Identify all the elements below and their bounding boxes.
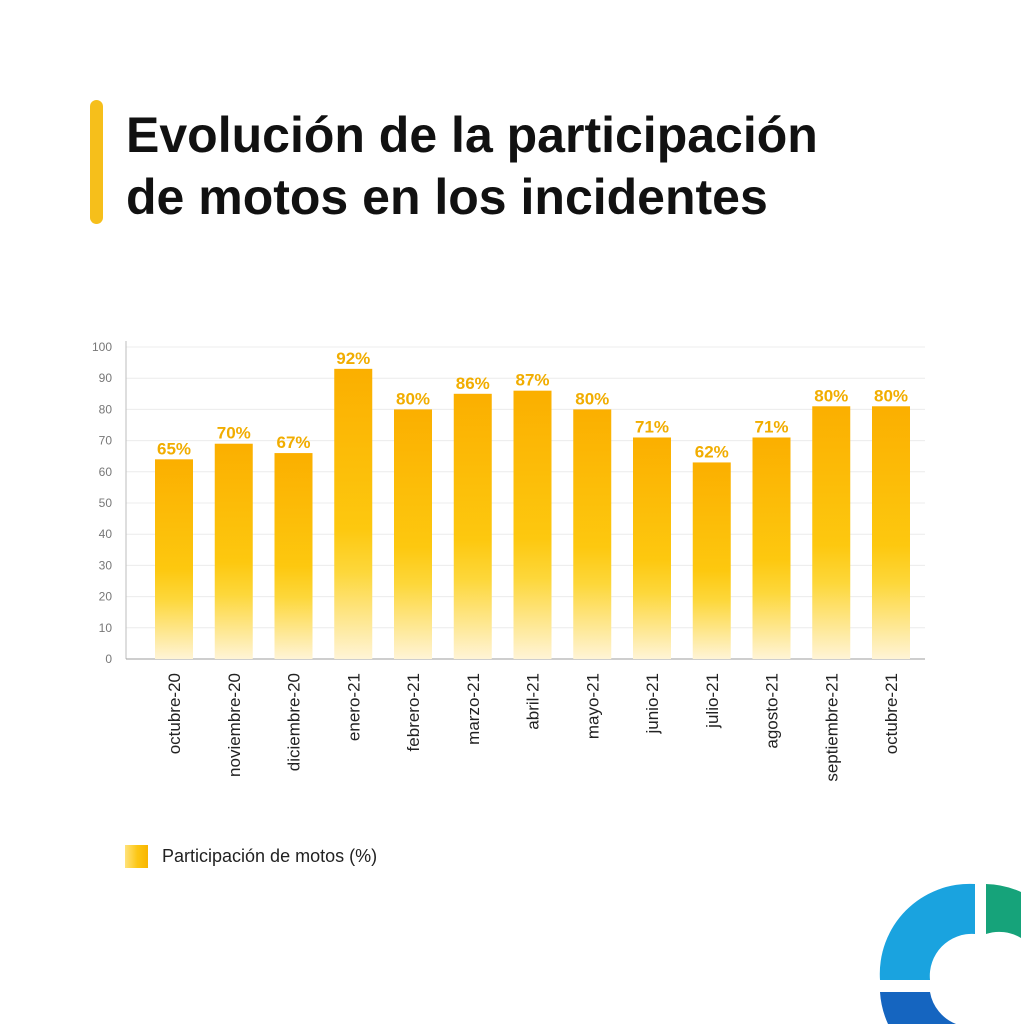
y-tick-label: 60	[99, 465, 113, 479]
bar	[633, 437, 671, 659]
y-tick-label: 100	[92, 340, 112, 354]
data-label: 80%	[396, 389, 430, 408]
y-axis-tick-labels: 0 10 20 30 40 50 60 70 80 90 100	[92, 340, 112, 666]
bar	[155, 459, 193, 659]
logo-green-segment	[986, 884, 1021, 938]
bar-chart: 0 10 20 30 40 50 60 70 80 90 100 65% 70% 67% 92% 80% 86…	[92, 340, 925, 782]
data-label: 87%	[515, 371, 549, 390]
x-category-label: enero-21	[344, 673, 363, 741]
x-category-label: octubre-21	[882, 673, 901, 754]
x-axis-category-labels: octubre-20 noviembre-20 diciembre-20 enero-…	[165, 673, 901, 782]
y-tick-label: 70	[99, 434, 113, 448]
x-category-label: noviembre-20	[225, 673, 244, 777]
bar	[872, 406, 910, 659]
y-tick-label: 20	[99, 590, 113, 604]
x-category-label: marzo-21	[464, 673, 483, 745]
y-tick-label: 80	[99, 402, 113, 416]
logo-dark-blue-segment	[880, 992, 956, 1024]
bar	[692, 462, 731, 659]
data-label: 71%	[635, 417, 669, 436]
chart-title-line-1: Evolución de la participación	[126, 107, 818, 163]
y-tick-label: 50	[99, 496, 113, 510]
data-label: 67%	[276, 433, 310, 452]
x-category-label: abril-21	[524, 673, 543, 730]
bar	[453, 393, 492, 659]
bar	[573, 409, 612, 659]
bar	[334, 368, 373, 659]
x-category-label: diciembre-20	[285, 673, 304, 771]
bar	[812, 406, 851, 659]
x-category-label: julio-21	[703, 673, 722, 729]
x-category-label: junio-21	[643, 673, 662, 735]
bar	[394, 409, 432, 659]
legend-label: Participación de motos (%)	[162, 845, 378, 866]
data-label: 65%	[157, 439, 191, 458]
ring-logo-icon	[879, 883, 1021, 1024]
data-labels: 65% 70% 67% 92% 80% 86% 87% 80% 71% 62% 71% 80% 80%	[157, 349, 908, 462]
data-label: 92%	[336, 349, 370, 368]
title-accent-bar	[90, 100, 103, 224]
bar	[274, 453, 313, 659]
y-tick-label: 90	[99, 371, 113, 385]
data-label: 62%	[695, 442, 729, 461]
chart-title-line-2: de motos en los incidentes	[126, 169, 768, 225]
data-label: 80%	[575, 389, 609, 408]
x-category-label: febrero-21	[404, 673, 423, 751]
data-label: 80%	[874, 386, 908, 405]
x-category-label: mayo-21	[583, 673, 602, 739]
logo-blue-segment	[879, 883, 975, 980]
data-label: 86%	[456, 374, 490, 393]
bar	[752, 437, 791, 659]
y-tick-label: 40	[99, 527, 113, 541]
y-tick-label: 30	[99, 558, 113, 572]
x-category-label: octubre-20	[165, 673, 184, 754]
chart-title: Evolución de la participación de motos e…	[126, 104, 986, 228]
x-category-label: septiembre-21	[822, 673, 841, 782]
y-tick-label: 10	[99, 621, 113, 635]
bar	[513, 390, 552, 659]
data-label: 71%	[754, 417, 788, 436]
y-tick-label: 0	[105, 652, 112, 666]
data-label: 70%	[217, 424, 251, 443]
data-label: 80%	[814, 386, 848, 405]
legend-swatch	[125, 844, 148, 868]
legend: Participación de motos (%)	[125, 843, 377, 869]
bar	[214, 443, 253, 659]
x-category-label: agosto-21	[763, 673, 782, 749]
bars	[155, 368, 910, 659]
